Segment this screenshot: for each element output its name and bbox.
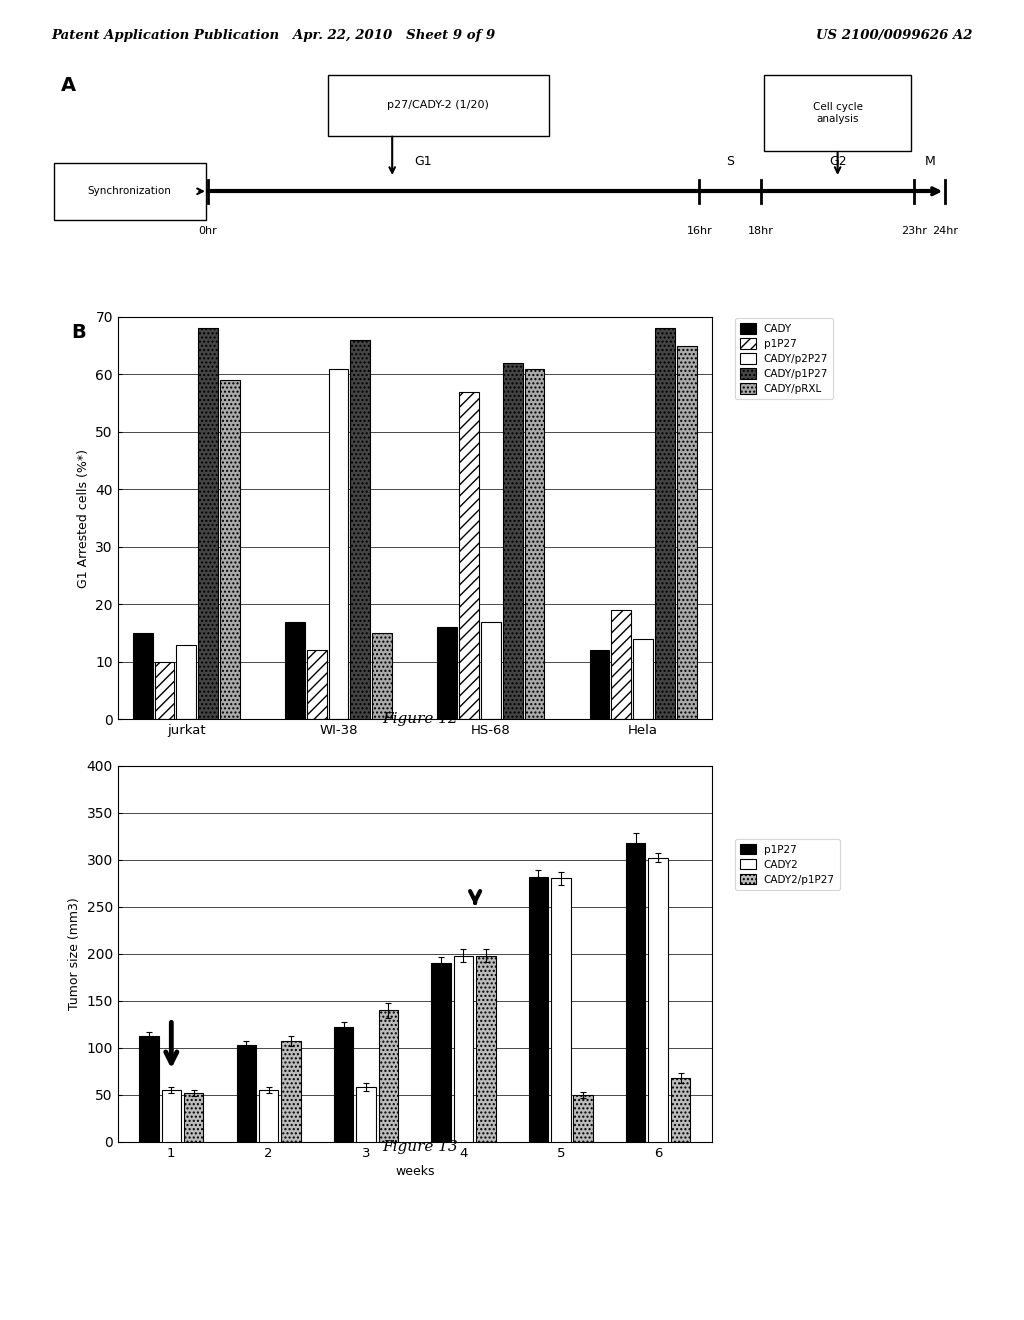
Bar: [551, 879, 570, 1142]
Text: G1: G1: [414, 156, 432, 168]
Bar: [454, 956, 473, 1142]
Text: B: B: [72, 323, 86, 342]
Bar: [139, 1035, 159, 1142]
Legend: CADY, p1P27, CADY/p2P27, CADY/p1P27, CADY/pRXL: CADY, p1P27, CADY/p2P27, CADY/p1P27, CAD…: [734, 318, 834, 400]
Legend: p1P27, CADY2, CADY2/p1P27: p1P27, CADY2, CADY2/p1P27: [734, 838, 840, 890]
Bar: [524, 368, 545, 719]
X-axis label: weeks: weeks: [395, 1166, 434, 1179]
Bar: [220, 380, 240, 719]
Bar: [476, 956, 496, 1142]
Bar: [590, 651, 609, 719]
Text: US 2100/0099626 A2: US 2100/0099626 A2: [816, 29, 973, 42]
Bar: [437, 627, 457, 719]
Bar: [503, 363, 522, 719]
Bar: [155, 661, 174, 719]
Text: A: A: [60, 77, 76, 95]
Bar: [677, 346, 696, 719]
Bar: [373, 634, 392, 719]
FancyBboxPatch shape: [53, 162, 206, 220]
Bar: [329, 368, 348, 719]
Bar: [307, 651, 327, 719]
Bar: [671, 1078, 690, 1142]
Text: Cell cycle
analysis: Cell cycle analysis: [813, 102, 862, 124]
Text: Figure 12: Figure 12: [382, 713, 458, 726]
Bar: [334, 1027, 353, 1142]
Bar: [133, 634, 153, 719]
Bar: [184, 1093, 204, 1142]
Bar: [282, 1041, 301, 1142]
Text: Figure 13: Figure 13: [382, 1140, 458, 1154]
Bar: [528, 876, 548, 1142]
Bar: [633, 639, 653, 719]
Text: Patent Application Publication   Apr. 22, 2010   Sheet 9 of 9: Patent Application Publication Apr. 22, …: [51, 29, 496, 42]
Bar: [655, 329, 675, 719]
Bar: [573, 1094, 593, 1142]
Bar: [431, 964, 451, 1142]
FancyBboxPatch shape: [764, 74, 911, 150]
Y-axis label: Tumor size (mm3): Tumor size (mm3): [68, 898, 81, 1010]
Bar: [259, 1090, 279, 1142]
Text: 23hr: 23hr: [901, 226, 928, 236]
Bar: [648, 858, 668, 1142]
Bar: [350, 339, 371, 719]
Text: M: M: [925, 156, 935, 168]
Text: 18hr: 18hr: [748, 226, 774, 236]
Bar: [199, 329, 218, 719]
Text: 24hr: 24hr: [932, 226, 958, 236]
FancyBboxPatch shape: [328, 74, 549, 136]
Bar: [379, 1010, 398, 1142]
Bar: [237, 1045, 256, 1142]
Bar: [176, 644, 197, 719]
Text: p27/CADY-2 (1/20): p27/CADY-2 (1/20): [387, 100, 489, 110]
Bar: [481, 622, 501, 719]
Text: 16hr: 16hr: [686, 226, 713, 236]
Bar: [459, 392, 479, 719]
Text: 0hr: 0hr: [199, 226, 217, 236]
Bar: [611, 610, 631, 719]
Y-axis label: G1 Arrested cells (%*): G1 Arrested cells (%*): [77, 449, 90, 587]
Bar: [285, 622, 305, 719]
Bar: [626, 842, 645, 1142]
Bar: [162, 1090, 181, 1142]
Text: S: S: [726, 156, 734, 168]
Text: G2: G2: [828, 156, 847, 168]
Text: Synchronization: Synchronization: [88, 186, 171, 197]
Bar: [356, 1088, 376, 1142]
